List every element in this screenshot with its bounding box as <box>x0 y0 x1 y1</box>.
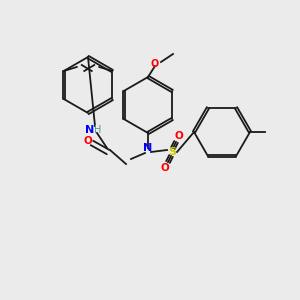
Text: O: O <box>151 59 159 69</box>
Text: O: O <box>160 163 169 173</box>
Text: N: N <box>143 143 153 153</box>
Text: H: H <box>94 125 102 135</box>
Text: O: O <box>84 136 92 146</box>
Text: O: O <box>175 131 183 141</box>
Text: N: N <box>85 125 94 135</box>
Text: S: S <box>168 147 176 157</box>
